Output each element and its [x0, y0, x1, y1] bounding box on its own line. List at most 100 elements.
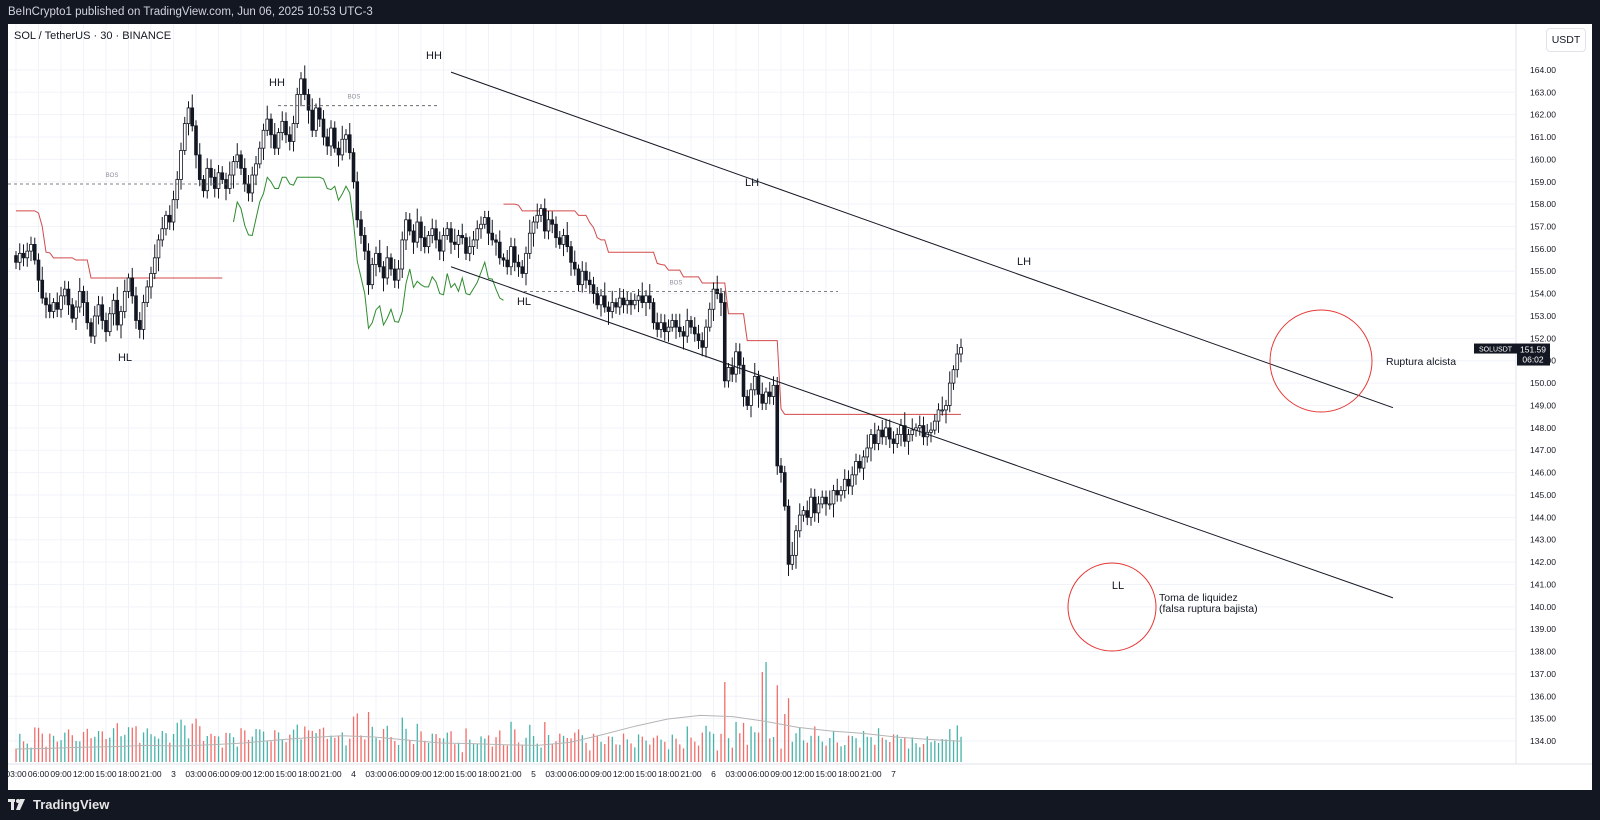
- candle: [374, 246, 378, 277]
- volume-bar: [716, 750, 718, 762]
- volume-bar: [330, 735, 332, 762]
- candle: [460, 223, 465, 245]
- candle: [857, 454, 862, 473]
- candle: [734, 342, 738, 383]
- candle-body: [32, 243, 37, 261]
- candle: [231, 156, 236, 189]
- candle-body: [276, 132, 281, 149]
- volume-bar: [825, 745, 827, 762]
- candle-body: [92, 315, 97, 337]
- candle-body: [767, 391, 772, 397]
- candle-body: [872, 434, 877, 444]
- candle: [85, 290, 90, 330]
- candle-body: [21, 252, 26, 259]
- candle-body: [520, 266, 525, 274]
- volume-bar: [15, 748, 17, 762]
- candle: [347, 123, 352, 160]
- candle-body: [884, 427, 888, 438]
- candle: [535, 203, 540, 229]
- volume-bar: [274, 730, 276, 762]
- candle: [902, 412, 907, 447]
- channel-lower-line: [450, 266, 1394, 599]
- candle: [610, 290, 615, 319]
- candle: [81, 285, 86, 316]
- candle-body: [902, 425, 907, 442]
- volume-bar: [697, 745, 700, 762]
- volume-bar: [454, 744, 456, 762]
- volume-bar: [521, 744, 523, 762]
- candle-body: [126, 277, 131, 292]
- candle: [640, 282, 645, 309]
- volume-bar: [660, 739, 662, 762]
- supertrend-green-1: [233, 176, 504, 330]
- candle: [287, 126, 292, 151]
- chart-pane[interactable]: SOL / TetherUS · 30 · BINANCE USDT BOS BO…: [8, 24, 1592, 790]
- candle: [539, 204, 543, 223]
- candle: [482, 210, 487, 229]
- volume-bar: [570, 738, 572, 762]
- price-tick-label: 139.00: [1530, 624, 1556, 634]
- candle: [516, 254, 521, 277]
- tradingview-logo[interactable]: TradingView: [8, 797, 109, 812]
- candle: [201, 175, 206, 198]
- volume-bar: [60, 740, 62, 762]
- volume-bar: [641, 736, 643, 762]
- candle: [760, 382, 765, 410]
- volume-bar: [656, 735, 658, 762]
- volume-bar: [172, 734, 175, 762]
- candle-body: [250, 174, 255, 194]
- candle: [880, 420, 885, 445]
- candle: [584, 262, 588, 289]
- volume-bar: [116, 723, 118, 762]
- candle-body: [640, 295, 645, 303]
- volume-bar: [585, 742, 587, 762]
- currency-button[interactable]: USDT: [1546, 28, 1586, 52]
- candle: [527, 219, 532, 259]
- candle: [299, 72, 303, 107]
- volume-bar: [37, 727, 40, 762]
- volume-bar: [836, 742, 838, 762]
- volume-bar: [705, 725, 707, 762]
- volume-bar: [724, 682, 726, 762]
- candle-body: [220, 172, 225, 180]
- volume-bar: [757, 732, 760, 762]
- candle: [426, 230, 431, 254]
- volume-bar: [769, 738, 771, 762]
- volume-bar: [862, 731, 865, 762]
- volume-bar: [926, 736, 928, 762]
- candle-body: [482, 217, 487, 225]
- candle-body: [239, 154, 243, 169]
- price-chart[interactable]: BOS BOS BOS 134.00 135.00 136.00 137.00 138.00…: [8, 24, 1592, 790]
- volume-bar: [626, 739, 628, 762]
- volume-bar: [375, 738, 377, 762]
- candle-body: [749, 389, 753, 406]
- candle: [332, 121, 337, 153]
- volume-bar: [555, 741, 557, 762]
- tradingview-logo-icon: [8, 798, 25, 810]
- volume-bar: [169, 742, 171, 762]
- time-tick-label: 09:00: [590, 769, 612, 779]
- candle-body: [505, 259, 510, 268]
- candle-body: [25, 250, 30, 259]
- candle-body: [269, 118, 273, 136]
- candle-body: [662, 322, 667, 333]
- volume-bar: [457, 742, 460, 762]
- volume-bar: [67, 729, 70, 762]
- candle: [959, 338, 963, 363]
- volume-bar: [562, 735, 565, 762]
- volume-bar: [461, 752, 463, 762]
- candle-body: [550, 219, 555, 225]
- candle: [805, 500, 810, 526]
- volume-bar: [296, 724, 298, 762]
- symbol-title[interactable]: SOL / TetherUS · 30 · BINANCE: [14, 30, 172, 42]
- volume-bar: [139, 742, 141, 762]
- candle: [557, 230, 562, 249]
- volume-bar: [806, 742, 808, 762]
- volume-bar: [754, 732, 756, 762]
- candle: [831, 484, 836, 518]
- brand-bar: TradingView: [0, 790, 1600, 820]
- candle-body: [490, 232, 495, 241]
- candle-body: [726, 367, 731, 382]
- candle-body: [610, 302, 615, 312]
- candle-body: [415, 221, 420, 243]
